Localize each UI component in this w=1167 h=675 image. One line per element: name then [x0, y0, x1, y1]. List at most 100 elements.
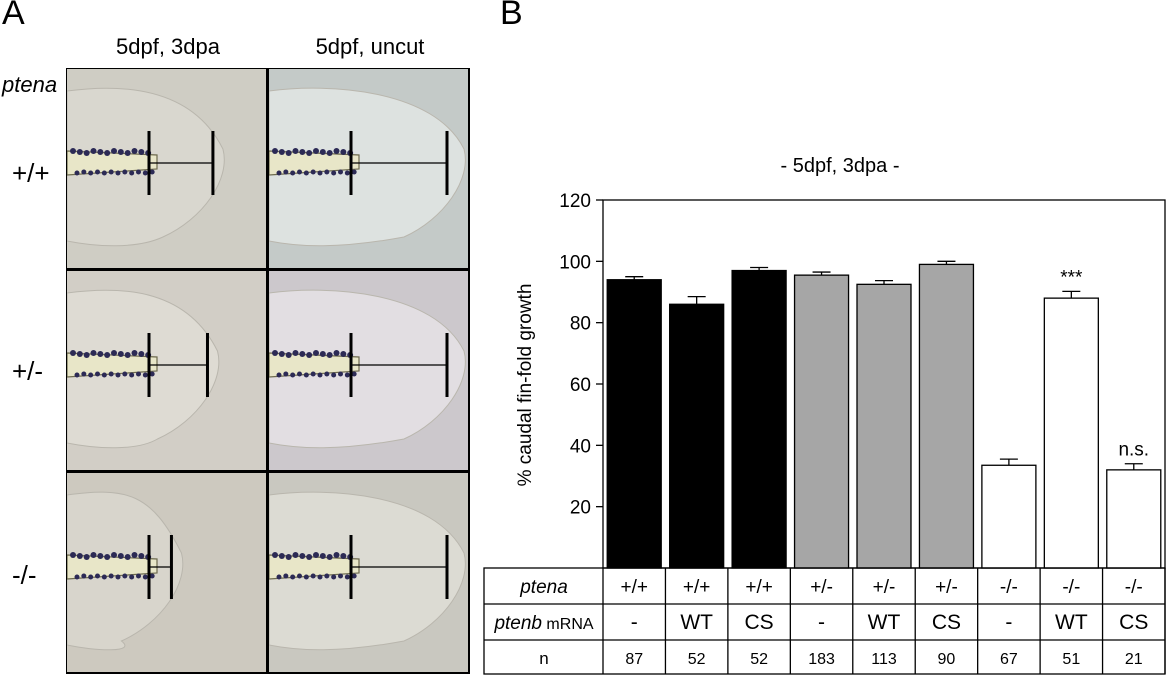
panel-a-label: A — [2, 0, 25, 32]
pigment-dot — [344, 170, 350, 176]
pigment-dot — [303, 574, 309, 580]
table-cell-n: 183 — [808, 651, 835, 668]
pigment-dot — [319, 149, 326, 155]
row-label-het: +/- — [12, 356, 44, 386]
pigment-dot — [333, 148, 340, 154]
row-label-mutant: -/- — [12, 560, 37, 590]
table-cell-n: 67 — [1000, 651, 1018, 668]
column-header-3dpa: 5dpf, 3dpa — [116, 34, 220, 59]
pigment-dot — [351, 169, 357, 175]
pigment-dot — [340, 351, 347, 357]
pigment-dot — [285, 150, 292, 156]
pigment-dot — [129, 170, 135, 176]
significance-label: *** — [1060, 267, 1083, 288]
table-cell-ptenb: WT — [868, 611, 901, 634]
table-cell-ptenb: - — [631, 611, 638, 634]
pigment-dot — [297, 169, 302, 175]
bar — [606, 279, 662, 569]
pigment-dot — [108, 371, 114, 377]
pigment-dot — [129, 574, 135, 580]
table-cell-ptenb: CS — [745, 611, 774, 634]
pigment-dot — [124, 150, 131, 156]
pigment-dot — [306, 554, 313, 560]
table-cell-ptenb: - — [1005, 611, 1012, 634]
pigment-dot — [142, 170, 148, 176]
pigment-dot — [333, 350, 340, 356]
table-cell-n: 113 — [871, 651, 897, 668]
pigment-dot — [299, 553, 306, 559]
pigment-dot — [122, 169, 128, 175]
table-cell-n: 87 — [625, 651, 643, 668]
pigment-dot — [90, 552, 97, 558]
pigment-dot — [344, 574, 350, 580]
pigment-dot — [278, 351, 285, 357]
fin-image-tile — [67, 473, 266, 672]
table-frame — [483, 567, 1166, 675]
pigment-dot — [272, 148, 278, 154]
pigment-dot — [326, 554, 333, 560]
pigment-dot — [149, 169, 155, 175]
table-cell-n: 52 — [750, 651, 768, 668]
plot-frame — [602, 199, 1166, 569]
fin-image-tile — [67, 69, 266, 268]
pigment-dot — [70, 148, 76, 154]
y-tick-label: 40 — [570, 436, 591, 457]
pigment-dot — [76, 553, 83, 559]
pigment-dot — [317, 170, 323, 176]
bar — [981, 464, 1037, 569]
pigment-dot — [310, 371, 316, 377]
table-cell-ptena: +/+ — [745, 577, 772, 598]
table-label-ptena: ptena — [519, 577, 568, 598]
fin-fold-shape — [269, 87, 466, 247]
pigment-dot — [104, 150, 111, 156]
pigment-dot — [292, 552, 299, 558]
pigment-dot — [83, 150, 90, 156]
pigment-dot — [117, 553, 124, 559]
pigment-dot — [81, 371, 87, 377]
fin-image-tile — [269, 473, 468, 672]
pigment-dot — [70, 552, 76, 558]
pigment-dot — [292, 148, 299, 154]
pigment-dot — [278, 553, 285, 559]
table-cell-ptenb: CS — [932, 611, 961, 634]
pigment-dot — [313, 350, 319, 356]
fin-image-tile — [67, 271, 266, 470]
pigment-dot — [124, 352, 131, 358]
pigment-dot — [283, 573, 289, 579]
table-cell-ptena: +/- — [935, 577, 958, 598]
pigment-dot — [331, 170, 337, 176]
pigment-dot — [326, 352, 333, 358]
pigment-dot — [104, 554, 111, 560]
pigment-dot — [115, 574, 121, 580]
pigment-dot — [83, 554, 90, 560]
pigment-dot — [88, 372, 94, 378]
pigment-dot — [101, 170, 107, 176]
pigment-dot — [136, 573, 141, 579]
pigment-dot — [338, 371, 343, 377]
panel-b-label: B — [500, 0, 523, 32]
pigment-dot — [122, 371, 128, 377]
bar — [1106, 469, 1162, 569]
table-cell-ptena: -/- — [1062, 577, 1080, 598]
pigment-dot — [74, 372, 80, 378]
pigment-dot — [131, 148, 138, 154]
fin-image-svg — [67, 289, 220, 449]
pigment-dot — [299, 149, 306, 155]
pigment-dot — [283, 371, 289, 377]
pigment-dot — [108, 169, 114, 175]
pigment-dot — [306, 352, 313, 358]
pigment-dot — [76, 351, 83, 357]
pigment-dot — [111, 148, 117, 154]
pigment-dot — [285, 554, 292, 560]
pigment-dot — [129, 372, 135, 378]
table-cell-ptenb: WT — [680, 611, 713, 634]
pigment-dot — [338, 169, 343, 175]
pigment-dot — [351, 573, 357, 579]
pigment-dot — [90, 148, 97, 154]
bar — [793, 274, 850, 569]
pigment-dot — [95, 573, 100, 579]
pigment-dot — [306, 150, 313, 156]
pigment-dot — [333, 552, 340, 558]
pigment-dot — [331, 372, 337, 378]
pigment-dot — [344, 372, 350, 378]
